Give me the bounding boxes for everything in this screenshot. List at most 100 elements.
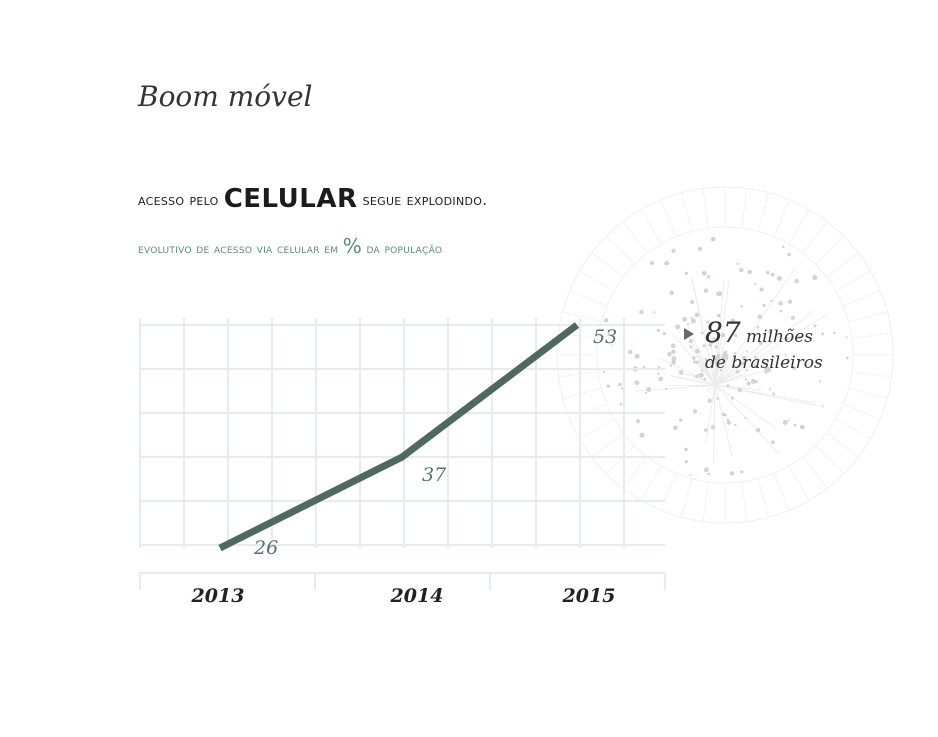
decor-spoke bbox=[579, 418, 615, 440]
decor-node bbox=[845, 336, 848, 339]
decor-node bbox=[758, 341, 764, 346]
decor-node bbox=[821, 332, 824, 336]
decor-node bbox=[663, 262, 667, 265]
decor-node bbox=[621, 387, 624, 390]
decor-spoke bbox=[702, 188, 709, 229]
decor-node bbox=[650, 260, 655, 265]
decor-node bbox=[717, 291, 723, 297]
decor-node bbox=[698, 372, 704, 378]
decor-node bbox=[782, 245, 785, 248]
decor-node bbox=[716, 364, 720, 368]
decor-node bbox=[603, 318, 609, 323]
decor-node bbox=[792, 365, 797, 371]
decor-node bbox=[619, 403, 623, 406]
decor-spoke bbox=[660, 473, 677, 511]
decor-node bbox=[769, 388, 772, 391]
decor-node bbox=[693, 409, 698, 414]
decor-node bbox=[703, 288, 709, 293]
decor-edge bbox=[714, 312, 829, 386]
decor-node bbox=[611, 344, 614, 347]
decor-node bbox=[684, 271, 689, 275]
decor-node bbox=[787, 299, 793, 304]
decor-spoke bbox=[843, 403, 881, 420]
decor-edge bbox=[714, 384, 733, 457]
decor-spoke bbox=[788, 209, 810, 245]
decor-edge bbox=[714, 310, 814, 386]
decor-node bbox=[787, 419, 790, 422]
decor-node bbox=[692, 356, 696, 360]
headline-emphasis: CELULAR bbox=[223, 184, 358, 214]
decor-node bbox=[741, 361, 746, 366]
decor-node bbox=[639, 309, 644, 315]
decor-node bbox=[740, 470, 744, 474]
decor-node bbox=[724, 350, 728, 354]
decor-node bbox=[799, 424, 805, 430]
decor-node bbox=[797, 335, 801, 339]
decor-spoke bbox=[622, 221, 648, 254]
decor-node bbox=[768, 330, 772, 334]
decor-node bbox=[734, 352, 737, 355]
decor-node bbox=[715, 361, 719, 365]
decor-edge bbox=[714, 384, 736, 400]
decor-node bbox=[765, 270, 770, 275]
decor-edge bbox=[714, 368, 771, 386]
decor-node bbox=[794, 278, 799, 284]
decor-node bbox=[700, 331, 704, 335]
decor-spoke bbox=[835, 418, 871, 440]
decor-node bbox=[669, 290, 674, 296]
decor-spoke bbox=[605, 235, 635, 265]
decor-node bbox=[745, 350, 748, 353]
decor-node bbox=[646, 387, 652, 392]
decor-node bbox=[684, 460, 688, 464]
decor-node bbox=[653, 311, 656, 314]
decor-node bbox=[736, 262, 739, 266]
decor-node bbox=[845, 356, 849, 360]
decor-spoke bbox=[851, 332, 892, 339]
decor-node bbox=[765, 360, 769, 364]
decor-node bbox=[706, 275, 711, 279]
decor-node bbox=[730, 396, 734, 400]
decor-node bbox=[726, 418, 730, 422]
decor-node bbox=[694, 312, 700, 318]
decor-node bbox=[656, 328, 661, 332]
decor-spoke bbox=[773, 199, 790, 237]
decor-node bbox=[772, 392, 775, 396]
decor-node bbox=[675, 324, 681, 330]
decor-node bbox=[634, 353, 640, 359]
decor-spoke bbox=[591, 432, 624, 458]
decor-node bbox=[720, 332, 726, 338]
decor-node bbox=[703, 467, 709, 473]
decor-node bbox=[737, 388, 742, 393]
decor-node bbox=[770, 272, 775, 277]
decor-node bbox=[714, 345, 718, 349]
decor-node bbox=[719, 368, 723, 372]
decor-node bbox=[757, 314, 763, 319]
decor-spoke bbox=[579, 270, 615, 292]
decor-spoke bbox=[681, 192, 693, 232]
decor-spoke bbox=[702, 481, 709, 522]
decor-node bbox=[722, 352, 727, 357]
decor-spoke bbox=[558, 371, 599, 378]
decor-spoke bbox=[622, 456, 648, 489]
decor-node bbox=[678, 370, 684, 375]
decor-node bbox=[658, 376, 663, 382]
decor-edge bbox=[714, 384, 763, 391]
decor-node bbox=[692, 360, 696, 364]
decor-spoke bbox=[741, 188, 748, 229]
decor-node bbox=[753, 364, 757, 369]
decor-node bbox=[713, 337, 716, 341]
decor-node bbox=[706, 320, 710, 324]
subtitle-percent-sign: % bbox=[342, 234, 363, 258]
decor-edge bbox=[714, 279, 730, 386]
headline-part1: acesso pelo bbox=[138, 191, 224, 209]
decor-edge bbox=[714, 356, 767, 386]
decor-node bbox=[762, 303, 766, 308]
decor-edge bbox=[714, 359, 729, 386]
decor-node bbox=[779, 309, 783, 313]
decor-spoke bbox=[681, 478, 693, 518]
data-label: 37 bbox=[422, 464, 447, 486]
decor-node bbox=[694, 348, 700, 354]
decor-node bbox=[671, 349, 676, 354]
decor-node bbox=[785, 337, 789, 341]
decor-node bbox=[722, 358, 726, 363]
